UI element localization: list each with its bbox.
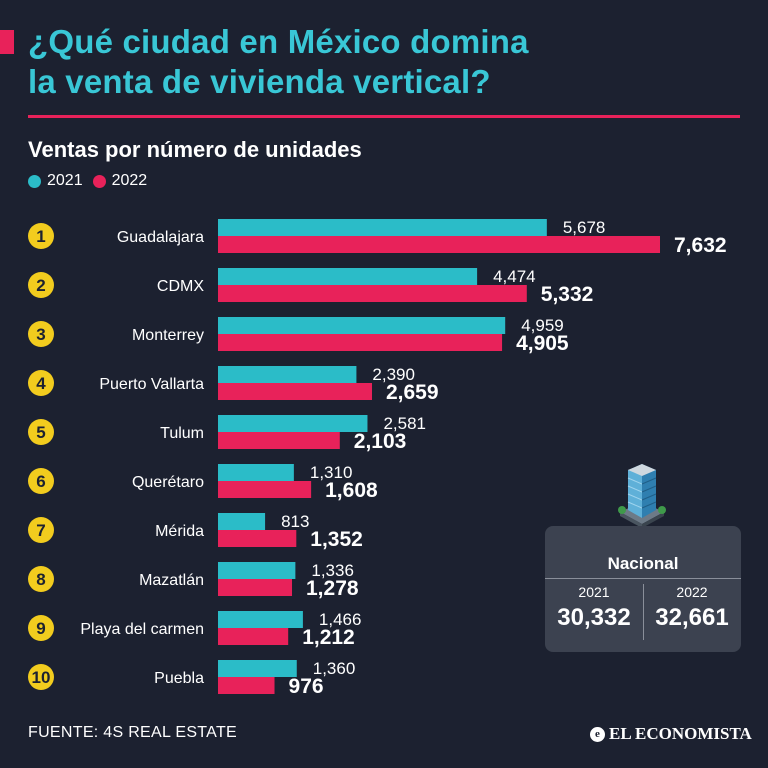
bar-2021-tulum [218, 415, 368, 432]
value-label-2021-monterrey: 4,959 [521, 316, 564, 335]
building-icon [618, 464, 666, 528]
source-note: FUENTE: 4S REAL ESTATE [28, 724, 238, 741]
value-label-2022-puebla: 976 [289, 675, 324, 698]
rank-number-8: 8 [36, 570, 45, 589]
city-label-playa-del-carmen: Playa del carmen [80, 621, 204, 638]
bar-2022-merida [218, 530, 297, 547]
city-label-cdmx: CDMX [157, 278, 204, 295]
brand-logo: e EL ECONOMISTA [590, 724, 752, 744]
legend-item-2022: 2022 [92, 172, 148, 190]
bar-2021-puerto-vallarta [218, 366, 357, 383]
bar-2021-cdmx [218, 268, 478, 285]
value-label-2021-puebla: 1,360 [313, 659, 356, 678]
city-label-guadalajara: Guadalajara [117, 229, 204, 246]
rank-badge-7 [28, 517, 54, 543]
bar-2021-guadalajara [218, 219, 547, 236]
legend-label-2021: 2021 [47, 172, 83, 189]
city-label-merida: Mérida [155, 523, 204, 540]
rank-badge-5 [28, 419, 54, 445]
value-label-2021-tulum: 2,581 [383, 414, 426, 433]
rank-badge-10 [28, 664, 54, 690]
value-label-2021-queretaro: 1,310 [310, 463, 353, 482]
legend-swatch-2022 [92, 174, 106, 188]
rank-badge-8 [28, 566, 54, 592]
brand-name: EL ECONOMISTA [609, 724, 752, 743]
rank-badge-1 [28, 223, 54, 249]
bar-2022-monterrey [218, 334, 503, 351]
rank-badge-2 [28, 272, 54, 298]
city-label-puerto-vallarta: Puerto Vallarta [99, 376, 204, 393]
rank-number-10: 10 [32, 668, 51, 687]
bar-2022-cdmx [218, 285, 527, 302]
title-line-2: la venta de vivienda vertical? [28, 63, 491, 100]
value-label-2021-merida: 813 [281, 512, 309, 531]
city-label-queretaro: Querétaro [132, 474, 204, 491]
bar-2021-queretaro [218, 464, 294, 481]
city-label-tulum: Tulum [160, 425, 204, 442]
bar-2021-merida [218, 513, 266, 530]
national-value-2022: 32,661 [655, 604, 729, 631]
rank-number-2: 2 [36, 276, 45, 295]
rank-number-3: 3 [36, 325, 45, 344]
bar-2021-monterrey [218, 317, 506, 334]
city-label-puebla: Puebla [154, 670, 204, 687]
rank-number-5: 5 [36, 423, 45, 442]
value-label-2022-mazatlan: 1,278 [306, 577, 359, 600]
national-label: Nacional [607, 554, 679, 573]
bar-2022-mazatlan [218, 579, 293, 596]
value-label-2022-playa-del-carmen: 1,212 [302, 626, 355, 649]
national-2021: 2021 30,332 [545, 584, 643, 632]
bar-2021-playa-del-carmen [218, 611, 303, 628]
rank-number-1: 1 [36, 227, 45, 246]
rank-number-9: 9 [36, 619, 45, 638]
bar-2022-guadalajara [218, 236, 660, 253]
rank-badge-9 [28, 615, 54, 641]
national-divider-vertical [643, 584, 644, 640]
chart-subtitle: Ventas por número de unidades [28, 137, 362, 162]
national-2022: 2022 32,661 [643, 584, 741, 632]
bar-2021-mazatlan [218, 562, 296, 579]
city-label-mazatlan: Mazatlán [139, 572, 204, 589]
legend-swatch-2021 [28, 174, 41, 188]
title-divider [28, 115, 740, 118]
rank-badge-4 [28, 370, 54, 396]
brand-icon: e [590, 726, 605, 742]
national-year-2021: 2021 [578, 584, 610, 600]
rank-number-4: 4 [36, 374, 46, 393]
value-label-2022-tulum: 2,103 [354, 430, 407, 453]
legend-label-2022: 2022 [111, 172, 148, 189]
chart-legend: 2021 2022 [28, 172, 157, 190]
value-label-2022-puerto-vallarta: 2,659 [386, 381, 439, 404]
bar-2022-tulum [218, 432, 340, 449]
legend-item-2021: 2021 [28, 172, 83, 190]
value-label-2022-guadalajara: 7,632 [674, 234, 727, 257]
bar-2021-puebla [218, 660, 297, 677]
national-value-2021: 30,332 [557, 604, 631, 631]
value-label-2022-cdmx: 5,332 [541, 283, 594, 306]
value-label-2022-queretaro: 1,608 [325, 479, 378, 502]
title-accent-bar [0, 30, 14, 54]
rank-badge-6 [28, 468, 54, 494]
national-total-card: Nacional 2021 30,332 2022 32,661 [545, 526, 741, 652]
value-label-2021-puerto-vallarta: 2,390 [372, 365, 415, 384]
value-label-2021-guadalajara: 5,678 [563, 218, 606, 237]
bar-2022-puerto-vallarta [218, 383, 372, 400]
title-line-1: ¿Qué ciudad en México domina [28, 23, 529, 60]
rank-number-6: 6 [36, 472, 45, 491]
bar-2022-playa-del-carmen [218, 628, 289, 645]
national-year-2022: 2022 [676, 584, 708, 600]
rank-badge-3 [28, 321, 54, 347]
bar-2022-queretaro [218, 481, 312, 498]
value-label-2022-merida: 1,352 [310, 528, 363, 551]
page-title: ¿Qué ciudad en México domina la venta de… [28, 22, 529, 102]
value-label-2021-cdmx: 4,474 [493, 267, 536, 286]
value-label-2021-playa-del-carmen: 1,466 [319, 610, 362, 629]
city-label-monterrey: Monterrey [132, 327, 204, 344]
bar-2022-puebla [218, 677, 275, 694]
rank-number-7: 7 [36, 521, 45, 540]
value-label-2021-mazatlan: 1,336 [311, 561, 354, 580]
value-label-2022-monterrey: 4,905 [516, 332, 569, 355]
national-divider-horizontal [545, 578, 741, 579]
